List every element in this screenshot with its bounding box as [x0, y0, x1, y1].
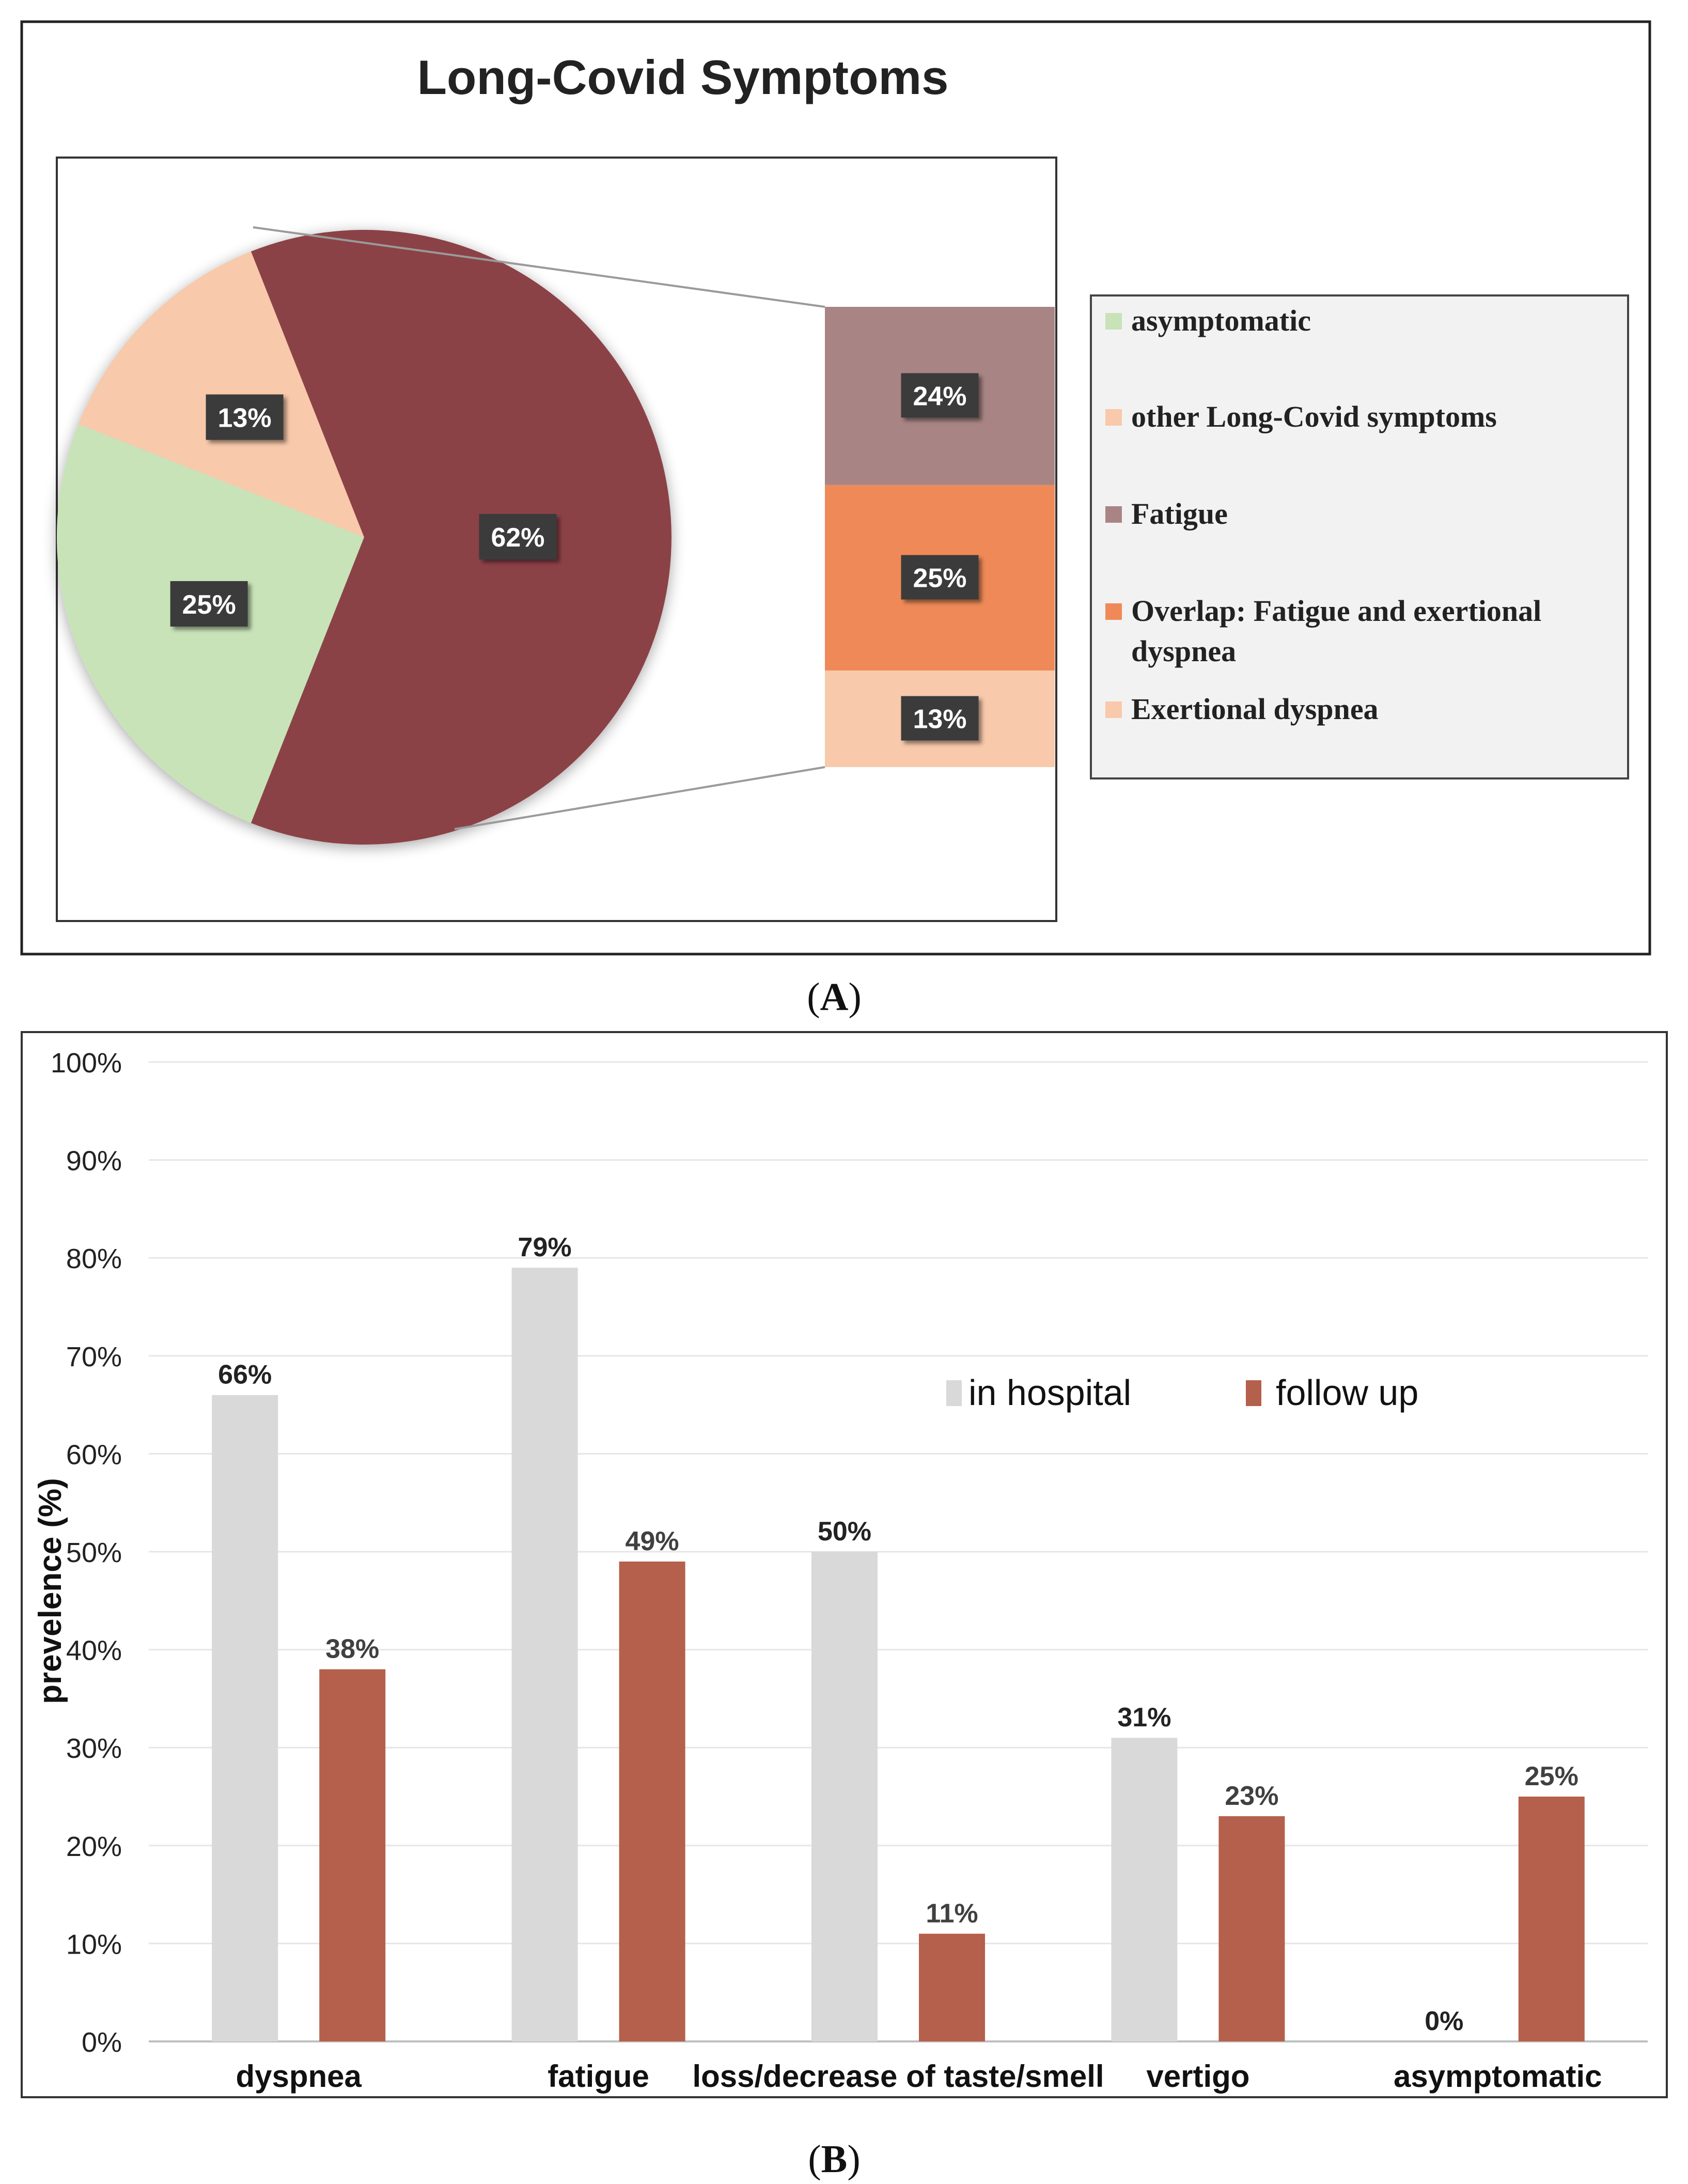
bar-label-follow-up-vertigo: 23% [1225, 1781, 1278, 1811]
x-tick-dyspnea: dyspnea [236, 2059, 362, 2094]
legend-label-asymptomatic: asymptomatic [1131, 304, 1311, 337]
y-tick-label: 20% [66, 1831, 122, 1862]
pie-label-text: 25% [182, 590, 236, 620]
bar-follow-up-dyspnea [319, 1669, 386, 2041]
legend-swatch-overlap [1105, 603, 1122, 620]
pie-label-symptomatic: 62% [479, 514, 557, 559]
legend-label-fatigue: Fatigue [1131, 497, 1228, 531]
bar-in-hospital-loss-decrease-of-taste-smell [811, 1552, 878, 2041]
breakdown-segment-fatigue: 24% [825, 307, 1055, 485]
y-tick-label: 100% [51, 1048, 122, 1079]
panel-a-label: (A) [807, 975, 862, 1019]
pie-legend: asymptomatic other Long-Covid symptoms F… [1105, 304, 1541, 726]
bar-label-follow-up-asymptomatic: 25% [1525, 1761, 1578, 1791]
legend-swatch-in-hospital [946, 1380, 962, 1406]
y-tick-label: 0% [82, 2027, 122, 2058]
bar-label-follow-up-dyspnea: 38% [325, 1634, 379, 1664]
pie-label-box [479, 514, 557, 559]
pie-label-text: 13% [218, 403, 272, 433]
pie-legend-box [1090, 294, 1629, 779]
pie-label-box [170, 581, 248, 627]
x-tick-fatigue: fatigue [548, 2059, 649, 2094]
bar-label-follow-up-fatigue: 49% [626, 1526, 679, 1556]
legend-label-exertional: Exertional dyspnea [1131, 692, 1379, 726]
bar-follow-up-asymptomatic [1518, 1797, 1585, 2041]
panel-a-chart: Long-Covid Symptoms 24%25%13% 25%13%62% … [20, 20, 1651, 1019]
y-tick-label: 50% [66, 1537, 122, 1568]
y-tick-label: 30% [66, 1733, 122, 1764]
breakdown-label-text: 24% [913, 381, 966, 411]
y-tick-label: 80% [66, 1243, 122, 1274]
bar-follow-up-fatigue [619, 1561, 685, 2041]
y-tick-label: 40% [66, 1635, 122, 1666]
connector-top [253, 226, 825, 308]
y-tick-label: 10% [66, 1929, 122, 1960]
bar-chart-data-labels: 66% 38% 79% 49% 50% 11% 31% 23% 0% 25% [218, 1233, 1578, 2036]
pie-label-asymptomatic: 25% [170, 581, 248, 627]
bar-follow-up-loss-decrease-of-taste-smell [919, 1933, 985, 2041]
x-tick-asymptomatic: asymptomatic [1394, 2059, 1602, 2094]
panel-b-letter: B [821, 2138, 848, 2181]
x-tick-loss-decrease-of-taste-smell: loss/decrease of taste/smell [692, 2059, 1104, 2094]
panel-b-chart: 0% 10% 20% 30% 40% 50% 60% 70% 80% 90% 100% 66% 38%… [21, 1031, 1668, 2181]
breakdown-label-box [901, 373, 979, 418]
pie-breakdown-connectors [253, 226, 825, 830]
bar-chart-bars [212, 1268, 1585, 2041]
pie-chart [57, 230, 671, 845]
legend-swatch-follow-up [1246, 1380, 1261, 1406]
bar-label-in-hospital-loss-decrease-of-taste-smell: 50% [818, 1517, 871, 1547]
breakdown-label-box [901, 696, 979, 741]
pie-chart-title: Long-Covid Symptoms [417, 50, 949, 104]
legend-swatch-asymptomatic [1105, 313, 1122, 330]
legend-swatch-other [1105, 409, 1122, 426]
bar-in-hospital-dyspnea [212, 1395, 278, 2041]
pie-label-other-long-covid-symptoms: 13% [206, 394, 284, 440]
legend-label-overlap-line2: dyspnea [1131, 634, 1236, 668]
bar-follow-up-vertigo [1218, 1816, 1285, 2041]
panel-a-letter: A [820, 975, 849, 1019]
pie-label-box [206, 394, 284, 440]
bar-chart-y-ticks: 0% 10% 20% 30% 40% 50% 60% 70% 80% 90% 100% [51, 1048, 122, 2058]
y-tick-label: 90% [66, 1146, 122, 1177]
pie-slice-other-long-covid-symptoms [78, 251, 365, 538]
connector-bottom [454, 766, 825, 830]
bar-label-in-hospital-dyspnea: 66% [218, 1360, 272, 1390]
pie-data-labels: 25% 13% 62% [170, 394, 557, 627]
bar-chart-y-axis-label: prevelence (%) [33, 1478, 68, 1704]
pie-breakdown-stack: 24% 25% 13% [825, 307, 1055, 767]
breakdown-label-box [901, 555, 979, 600]
breakdown-label-text: 25% [913, 564, 966, 594]
bar-label-in-hospital-asymptomatic: 0% [1425, 2006, 1463, 2036]
bar-chart-x-ticks: dyspnea fatigue loss/decrease of taste/sme… [236, 2059, 1602, 2094]
legend-swatch-fatigue [1105, 506, 1122, 523]
bar-in-hospital-fatigue [511, 1268, 578, 2041]
pie-label-text: 62% [491, 523, 544, 553]
legend-label-in-hospital: in hospital [968, 1372, 1131, 1413]
legend-label-follow-up: follow up [1276, 1372, 1418, 1413]
legend-label-overlap-line1: Overlap: Fatigue and exertional [1131, 594, 1541, 628]
panel-b-label: (B) [808, 2138, 860, 2181]
pie-slices [57, 230, 671, 845]
x-tick-vertigo: vertigo [1146, 2059, 1249, 2094]
bar-label-in-hospital-fatigue: 79% [518, 1233, 572, 1262]
legend-swatch-exertional [1105, 701, 1122, 718]
y-tick-label: 70% [66, 1341, 122, 1372]
legend-label-other: other Long-Covid symptoms [1131, 400, 1497, 433]
bar-chart-gridlines [149, 1061, 1648, 2042]
bar-label-in-hospital-vertigo: 31% [1117, 1703, 1171, 1733]
bar-label-follow-up-loss-decrease-of-taste-smell: 11% [926, 1898, 978, 1928]
pie-slice-symptomatic [251, 230, 671, 845]
breakdown-label-text: 13% [913, 705, 966, 735]
y-tick-label: 60% [66, 1439, 122, 1470]
bar-chart-legend: in hospital follow up [946, 1372, 1418, 1413]
breakdown-segment-overlap-fatigue-and-exertional-dyspnea: 25% [825, 485, 1055, 671]
bar-in-hospital-vertigo [1111, 1738, 1178, 2041]
breakdown-segment-exertional-dyspnea: 13% [825, 670, 1055, 767]
